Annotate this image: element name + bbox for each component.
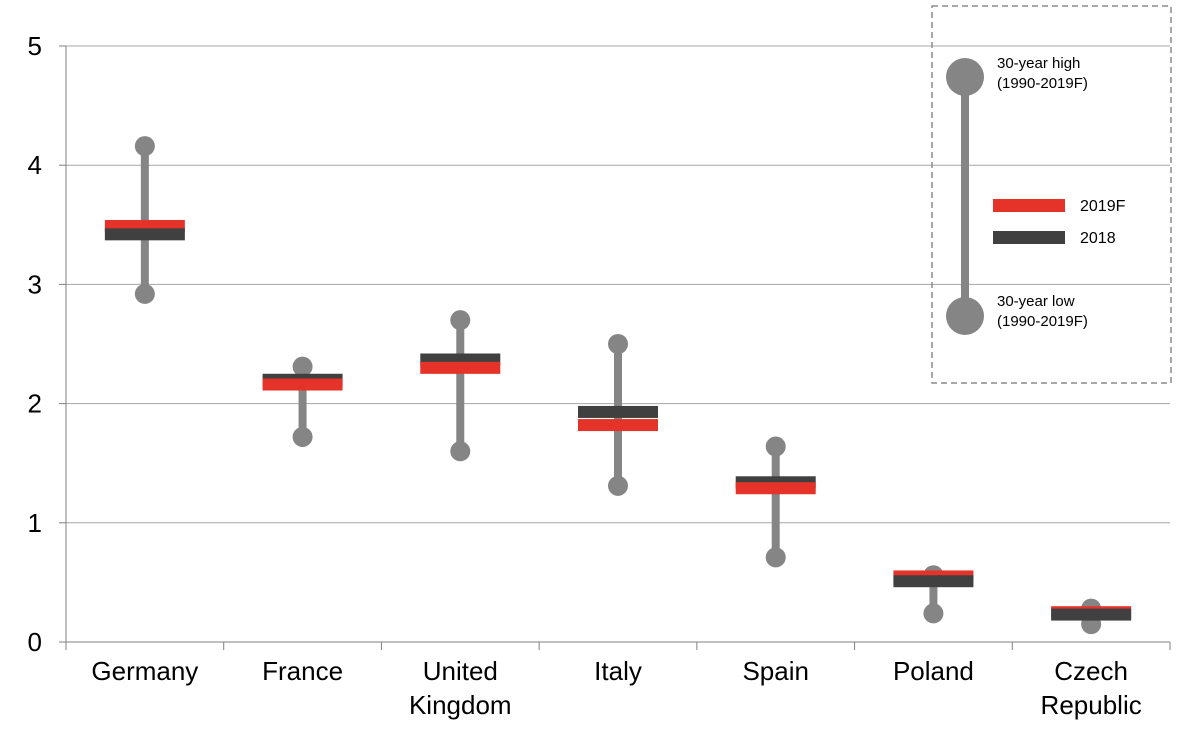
legend: 30-year high (1990-2019F) 30-year low (1…	[931, 5, 1172, 384]
bar-2018	[578, 405, 658, 418]
low-marker	[923, 603, 944, 624]
x-tick-label-line2: Kingdom	[409, 690, 512, 720]
legend-high-label-line1: 30-year high	[997, 55, 1080, 72]
bar-2018	[104, 228, 185, 241]
high-marker	[765, 436, 786, 457]
x-tick-label: France	[262, 656, 343, 686]
y-tick-label: 5	[28, 31, 42, 61]
y-tick-label: 1	[28, 508, 42, 538]
high-marker	[608, 334, 628, 354]
x-tick-label: Poland	[893, 656, 974, 686]
x-tick-label-line2: Republic	[1041, 690, 1142, 720]
legend-label-2019f: 2019F	[1080, 198, 1126, 215]
x-tick-label: United	[423, 656, 498, 686]
axes: 0 1 2 3 4 5 Germany France United Kingdom Italy Spa…	[28, 31, 1171, 720]
y-tick-label: 4	[28, 150, 42, 180]
x-tick-label: Italy	[594, 656, 642, 686]
low-marker	[134, 283, 155, 304]
bar-2018	[1051, 608, 1132, 621]
bar-2018	[893, 575, 974, 588]
y-tick-label: 3	[28, 269, 42, 299]
legend-high-label-line2: (1990-2019F)	[997, 75, 1088, 92]
low-marker	[292, 426, 313, 447]
bar-2019f	[578, 419, 658, 432]
legend-low-label-line1: 30-year low	[997, 293, 1075, 310]
low-marker	[608, 475, 628, 496]
gridlines	[66, 45, 1170, 524]
low-marker	[765, 547, 786, 568]
low-marker	[450, 441, 471, 462]
legend-low-label-line2: (1990-2019F)	[997, 313, 1088, 330]
y-tick-label: 0	[28, 627, 42, 657]
legend-swatch-2019f	[993, 199, 1065, 212]
legend-label-2018: 2018	[1080, 230, 1116, 247]
y-tick-label: 2	[28, 389, 42, 419]
legend-frame	[931, 5, 1172, 384]
high-marker	[450, 310, 471, 331]
legend-swatch-2018	[993, 231, 1065, 244]
bar-2019f	[262, 378, 343, 391]
high-marker	[292, 356, 313, 377]
bar-2019f	[420, 361, 501, 374]
x-tick-label: Germany	[91, 656, 198, 686]
x-tick-label: Czech	[1054, 656, 1128, 686]
data-marks	[104, 136, 1132, 635]
high-marker	[134, 136, 155, 157]
legend-high-marker	[946, 58, 984, 96]
x-tick-label: Spain	[742, 656, 809, 686]
bar-2019f	[735, 482, 816, 495]
legend-low-marker	[946, 297, 984, 335]
